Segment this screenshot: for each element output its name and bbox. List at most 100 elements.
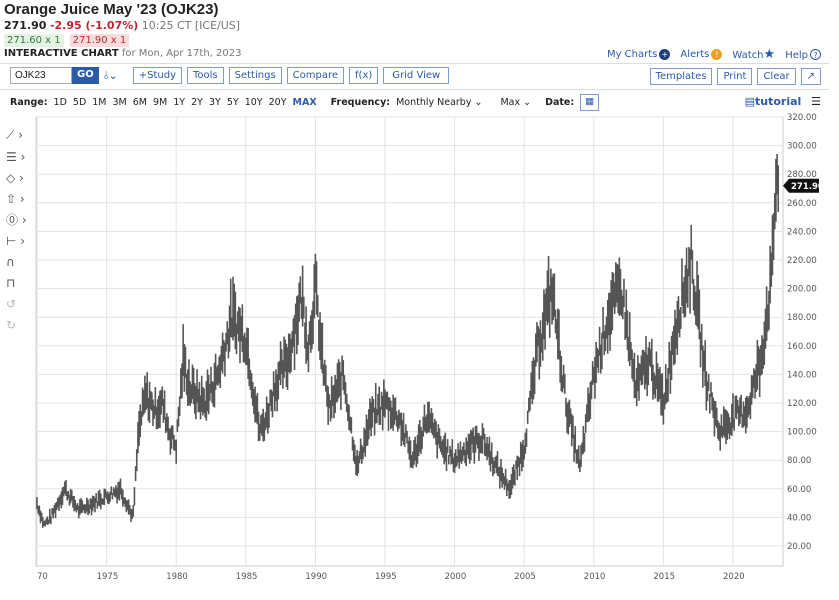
my-charts-link[interactable]: My Charts + — [606, 49, 671, 60]
y-tick-label: 300.00 — [787, 142, 817, 152]
range-option-1m[interactable]: 1M — [92, 97, 107, 108]
help-label: Help — [785, 49, 808, 61]
undo-icon[interactable]: ↺ — [6, 296, 17, 311]
quote-line: 271.90 -2.95 (-1.07%) 10:25 CT [ICE/US] — [4, 19, 240, 32]
page-title: Orange Juice May '23 (OJK23) — [4, 1, 219, 18]
exclamation-icon: ! — [711, 49, 723, 60]
y-tick-label: 240.00 — [787, 227, 817, 237]
tutorial-label: tutorial — [754, 95, 802, 108]
range-option-20y[interactable]: 20Y — [268, 97, 287, 108]
divider — [0, 63, 829, 64]
bid: 271.60 x 1 — [4, 34, 64, 47]
watch-label: Watch — [732, 50, 764, 61]
range-option-9m[interactable]: 9M — [153, 97, 168, 108]
print-button[interactable]: Print — [717, 68, 753, 85]
frequency-label: Frequency: — [330, 97, 391, 108]
alerts-label: Alerts — [680, 49, 710, 60]
arrow-tool-icon[interactable]: ⇧ › — [6, 191, 25, 206]
x-tick-label: 2000 — [445, 572, 467, 582]
tutorial-link[interactable]: ▤tutorial ☰ — [745, 95, 821, 108]
y-tick-label: 20.00 — [787, 542, 811, 552]
shape-tool-icon[interactable]: ◇ › — [6, 170, 24, 185]
y-tick-label: 200.00 — [787, 285, 817, 295]
x-tick-label: 1985 — [236, 572, 258, 582]
symbol-input[interactable] — [10, 67, 72, 84]
x-tick-label: 1990 — [305, 572, 327, 582]
y-tick-label: 180.00 — [787, 313, 817, 323]
range-label: Range: — [10, 97, 48, 108]
date-label: Date: — [545, 97, 575, 108]
range-selected[interactable]: MAX — [292, 97, 317, 108]
film-icon: ▤ — [744, 95, 755, 108]
plus-icon: + — [659, 49, 671, 60]
aggregation-select[interactable]: Max ⌄ — [500, 97, 532, 108]
range-option-1y[interactable]: 1Y — [173, 97, 186, 108]
divider — [0, 89, 829, 90]
x-tick-label: 70 — [37, 572, 48, 582]
range-option-3m[interactable]: 3M — [112, 97, 127, 108]
ask: 271.90 x 1 — [69, 34, 130, 47]
range-option-5y[interactable]: 5Y — [226, 97, 239, 108]
y-tick-label: 120.00 — [787, 399, 817, 409]
last-price-marker — [783, 178, 819, 193]
menu-icon[interactable]: ☰ — [811, 95, 821, 108]
expand-icon[interactable]: ↗ — [800, 68, 821, 85]
y-tick-label: 220.00 — [787, 256, 817, 266]
y-tick-label: 160.00 — [787, 342, 817, 352]
go-button[interactable]: GO — [72, 67, 99, 84]
alerts-link[interactable]: Alerts! — [680, 49, 723, 60]
range-option-6m[interactable]: 6M — [132, 97, 148, 108]
measure-tool-icon[interactable]: ⊢ › — [6, 233, 26, 248]
range-option-2y[interactable]: 2Y — [191, 97, 203, 108]
price-chart[interactable]: 20.00 40.00 60.00 80.00 100.00 120.00 140.00 16… — [0, 110, 839, 600]
range-option-3y[interactable]: 3Y — [208, 97, 221, 108]
star-icon: ★ — [763, 47, 776, 62]
x-tick-label: 2005 — [514, 572, 536, 582]
chart-label: INTERACTIVE CHART — [4, 48, 119, 59]
text-tool-icon[interactable]: ⓪ › — [6, 213, 27, 227]
y-tick-label: 320.00 — [787, 113, 817, 123]
magnet-icon[interactable]: ∩ — [6, 254, 15, 269]
y-tick-label: 260.00 — [787, 199, 817, 209]
fib-tool-icon[interactable]: ☰ › — [6, 149, 26, 164]
tools-button[interactable]: Tools — [187, 67, 224, 84]
frequency-select[interactable]: Monthly Nearby ⌄ — [396, 97, 483, 108]
x-tick-label: 2010 — [584, 572, 606, 582]
chart-type-icon[interactable]: ⫰⌄ — [103, 68, 118, 82]
lock-icon[interactable]: ⊓ — [6, 275, 16, 290]
chart-date: for Mon, Apr 17th, 2023 — [121, 48, 242, 59]
clear-button[interactable]: Clear — [757, 68, 796, 85]
last-price-label: 271.90 — [791, 182, 824, 192]
y-tick-label: 60.00 — [787, 485, 811, 495]
y-tick-label: 80.00 — [787, 456, 811, 466]
price-change: -2.95 (-1.07%) — [49, 19, 139, 32]
y-tick-label: 280.00 — [787, 170, 817, 180]
range-option-1d[interactable]: 1D — [53, 97, 67, 108]
question-icon: ? — [810, 48, 821, 60]
range-option-10y[interactable]: 10Y — [244, 97, 263, 108]
templates-button[interactable]: Templates — [649, 68, 713, 85]
fx-button[interactable]: f(x) — [349, 67, 379, 84]
x-tick-label: 1980 — [166, 572, 188, 582]
line-tool-icon[interactable]: ⟋ › — [6, 128, 24, 142]
range-option-5d[interactable]: 5D — [72, 97, 87, 108]
y-tick-label: 140.00 — [787, 370, 817, 380]
aggregation-value: Max — [500, 97, 521, 108]
help-link[interactable]: Help? — [785, 48, 821, 61]
x-tick-label: 1975 — [97, 572, 119, 582]
frequency-value: Monthly Nearby — [396, 97, 472, 108]
last-price: 271.90 — [4, 19, 47, 32]
y-tick-label: 100.00 — [787, 428, 817, 438]
settings-button[interactable]: Settings — [228, 67, 282, 84]
x-tick-label: 1995 — [375, 572, 397, 582]
watch-link[interactable]: Watch★ — [732, 47, 775, 62]
y-tick-label: 40.00 — [787, 513, 811, 523]
grid-view-button[interactable]: Grid View — [383, 67, 450, 84]
study-button[interactable]: +Study — [132, 67, 182, 84]
my-charts-label: My Charts — [606, 49, 658, 60]
quote-time: 10:25 CT [ICE/US] — [141, 19, 241, 32]
calendar-icon[interactable]: ▦ — [580, 94, 600, 111]
redo-icon[interactable]: ↻ — [6, 317, 17, 332]
x-tick-label: 2020 — [723, 572, 745, 582]
compare-button[interactable]: Compare — [286, 67, 345, 84]
